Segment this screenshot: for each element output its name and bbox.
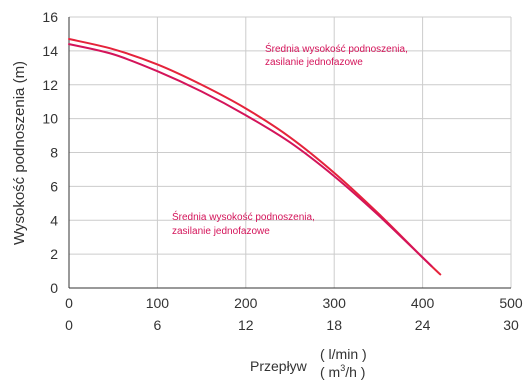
x-axis-unit-m3h-pre: ( m [320, 364, 340, 380]
x-axis-unit-m3h: ( m3/h ) [320, 363, 365, 380]
annotation-upper-line2: zasilanie jednofazowe [265, 57, 363, 68]
axes [68, 17, 511, 289]
y-tick-label: 6 [50, 178, 58, 194]
x-tick-label-lmin: 100 [146, 295, 170, 311]
x-tick-label-m3h: 6 [154, 317, 162, 333]
y-tick-label: 10 [42, 111, 58, 127]
x-tick-label-m3h: 30 [503, 317, 519, 333]
data-series [68, 38, 442, 276]
x-tick-label-m3h: 12 [238, 317, 254, 333]
x-tick-label-lmin: 200 [234, 295, 258, 311]
x-tick-labels-m3h: 0 6 12 18 24 30 [65, 317, 519, 333]
x-tick-label-lmin: 500 [499, 295, 523, 311]
x-tick-label-m3h: 18 [326, 317, 342, 333]
x-tick-labels-lmin: 0 100 200 300 400 500 [65, 295, 523, 311]
x-tick-label-lmin: 0 [65, 295, 73, 311]
x-axis-label: Przepływ [250, 358, 308, 374]
annotation-lower-line2: zasilanie jednofazowe [172, 226, 270, 237]
x-tick-label-m3h: 0 [65, 317, 73, 333]
grid-lines [69, 16, 512, 288]
series-line-2 [68, 43, 433, 267]
annotation-upper-line1: Średnia wysokość podnoszenia, [265, 42, 408, 55]
x-tick-label-lmin: 400 [411, 295, 435, 311]
y-tick-label: 4 [50, 212, 58, 228]
x-axis-unit-m3h-post: /h ) [345, 364, 365, 380]
series-line-1 [68, 38, 442, 276]
x-tick-label-m3h: 24 [415, 317, 431, 333]
y-tick-label: 14 [42, 43, 58, 59]
x-tick-label-lmin: 300 [323, 295, 347, 311]
y-tick-label: 16 [42, 9, 58, 25]
x-axis-unit-m3h-sup: 3 [340, 363, 345, 373]
x-axis-unit-lmin: ( l/min ) [320, 346, 367, 362]
y-axis-label: Wysokość podnoszenia (m) [11, 61, 28, 245]
y-tick-label: 2 [50, 246, 58, 262]
annotation-lower-line1: Średnia wysokość podnoszenia, [172, 210, 315, 223]
y-tick-labels: 0 2 4 6 8 10 12 14 16 [42, 9, 58, 296]
y-tick-label: 8 [50, 145, 58, 161]
y-tick-label: 0 [50, 280, 58, 296]
y-tick-label: 12 [42, 77, 58, 93]
